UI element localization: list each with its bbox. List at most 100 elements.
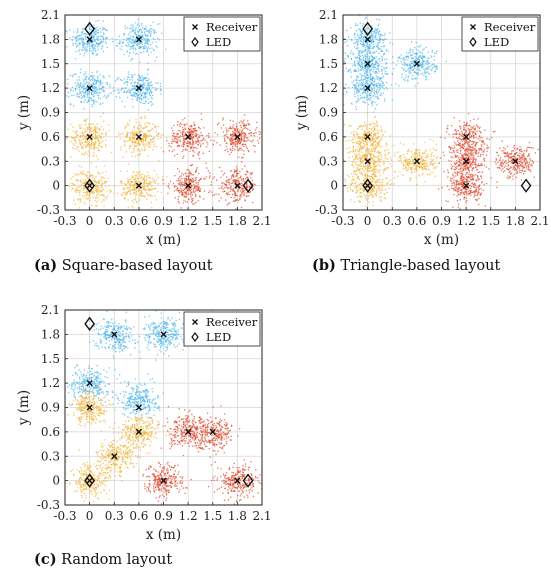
scatter-point: [198, 172, 200, 175]
scatter-point: [181, 133, 183, 135]
scatter-point: [432, 147, 435, 150]
scatter-point: [73, 184, 76, 186]
scatter-point: [374, 144, 377, 146]
scatter-point: [350, 57, 353, 60]
scatter-point: [98, 19, 100, 22]
scatter-point: [92, 82, 95, 84]
scatter-point: [99, 173, 101, 175]
scatter-point: [74, 36, 76, 38]
scatter-point: [128, 119, 131, 121]
scatter-point: [124, 27, 127, 29]
scatter-point: [85, 180, 87, 183]
scatter-point: [213, 176, 215, 178]
scatter-point: [178, 202, 180, 204]
scatter-point: [82, 133, 84, 135]
scatter-point: [431, 69, 433, 72]
scatter-point: [220, 187, 223, 189]
scatter-point: [369, 70, 372, 72]
scatter-point: [368, 93, 371, 95]
scatter-point: [367, 65, 369, 68]
scatter-point: [229, 126, 232, 128]
scatter-point: [359, 149, 361, 152]
scatter-point: [195, 195, 197, 197]
scatter-point: [70, 182, 72, 185]
scatter-point: [189, 128, 191, 130]
scatter-point: [196, 137, 198, 139]
scatter-point: [195, 140, 197, 142]
scatter-point: [84, 144, 86, 146]
scatter-point: [231, 175, 233, 177]
scatter-point: [424, 163, 426, 165]
scatter-point: [236, 172, 238, 174]
scatter-point: [254, 129, 257, 131]
scatter-point: [357, 68, 359, 70]
scatter-point: [358, 143, 360, 145]
scatter-point: [410, 65, 412, 67]
scatter-point: [149, 188, 151, 190]
scatter-point: [406, 159, 408, 161]
scatter-point: [365, 141, 367, 144]
scatter-point: [152, 21, 154, 23]
scatter-point: [431, 164, 434, 166]
scatter-point: [195, 182, 197, 184]
scatter-point: [376, 125, 378, 127]
scatter-point: [183, 191, 185, 193]
scatter-point: [184, 179, 186, 181]
scatter-point: [148, 78, 150, 80]
scatter-point: [370, 153, 372, 155]
scatter-point: [82, 182, 85, 184]
scatter-point: [370, 90, 373, 93]
scatter-point: [240, 157, 243, 159]
scatter-point: [418, 152, 420, 154]
scatter-point: [371, 101, 373, 103]
scatter-point: [415, 158, 417, 161]
scatter-point: [239, 197, 241, 199]
scatter-point: [140, 125, 142, 127]
scatter-point: [229, 119, 232, 122]
scatter-point: [147, 129, 149, 132]
scatter-point: [359, 49, 362, 52]
scatter-point: [420, 157, 423, 159]
scatter-point: [355, 85, 357, 87]
scatter-point: [134, 41, 136, 44]
scatter-point: [127, 38, 129, 40]
scatter-point: [119, 47, 121, 49]
scatter-point: [93, 142, 95, 144]
scatter-point: [385, 167, 387, 169]
scatter-point: [99, 102, 101, 105]
scatter-point: [85, 139, 87, 141]
scatter-point: [433, 59, 436, 61]
scatter-point: [86, 134, 88, 137]
scatter-point: [223, 183, 226, 185]
scatter-point: [151, 87, 153, 89]
scatter-point: [100, 180, 102, 182]
scatter-point: [182, 193, 184, 196]
scatter-point: [372, 39, 374, 41]
receiver-marker: [86, 182, 93, 189]
scatter-point: [371, 52, 374, 54]
scatter-point: [101, 146, 103, 148]
scatter-point: [127, 182, 129, 184]
scatter-point: [90, 97, 92, 100]
scatter-point: [128, 43, 130, 45]
scatter-point: [141, 34, 143, 36]
scatter-point: [218, 193, 220, 196]
scatter-point: [80, 136, 82, 138]
scatter-point: [365, 77, 368, 79]
scatter-point: [121, 100, 123, 103]
scatter-point: [364, 76, 367, 78]
scatter-point: [174, 138, 176, 140]
scatter-point: [119, 138, 122, 140]
scatter-point: [432, 164, 434, 166]
scatter-point: [133, 151, 135, 153]
scatter-point: [71, 86, 74, 88]
scatter-point: [370, 65, 372, 68]
scatter-point: [404, 167, 406, 170]
scatter-point: [395, 83, 397, 85]
scatter-point: [358, 64, 360, 67]
scatter-point: [362, 29, 364, 32]
scatter-point: [383, 52, 385, 55]
scatter-point: [435, 157, 438, 160]
scatter-point: [368, 149, 370, 151]
scatter-point: [405, 74, 407, 76]
